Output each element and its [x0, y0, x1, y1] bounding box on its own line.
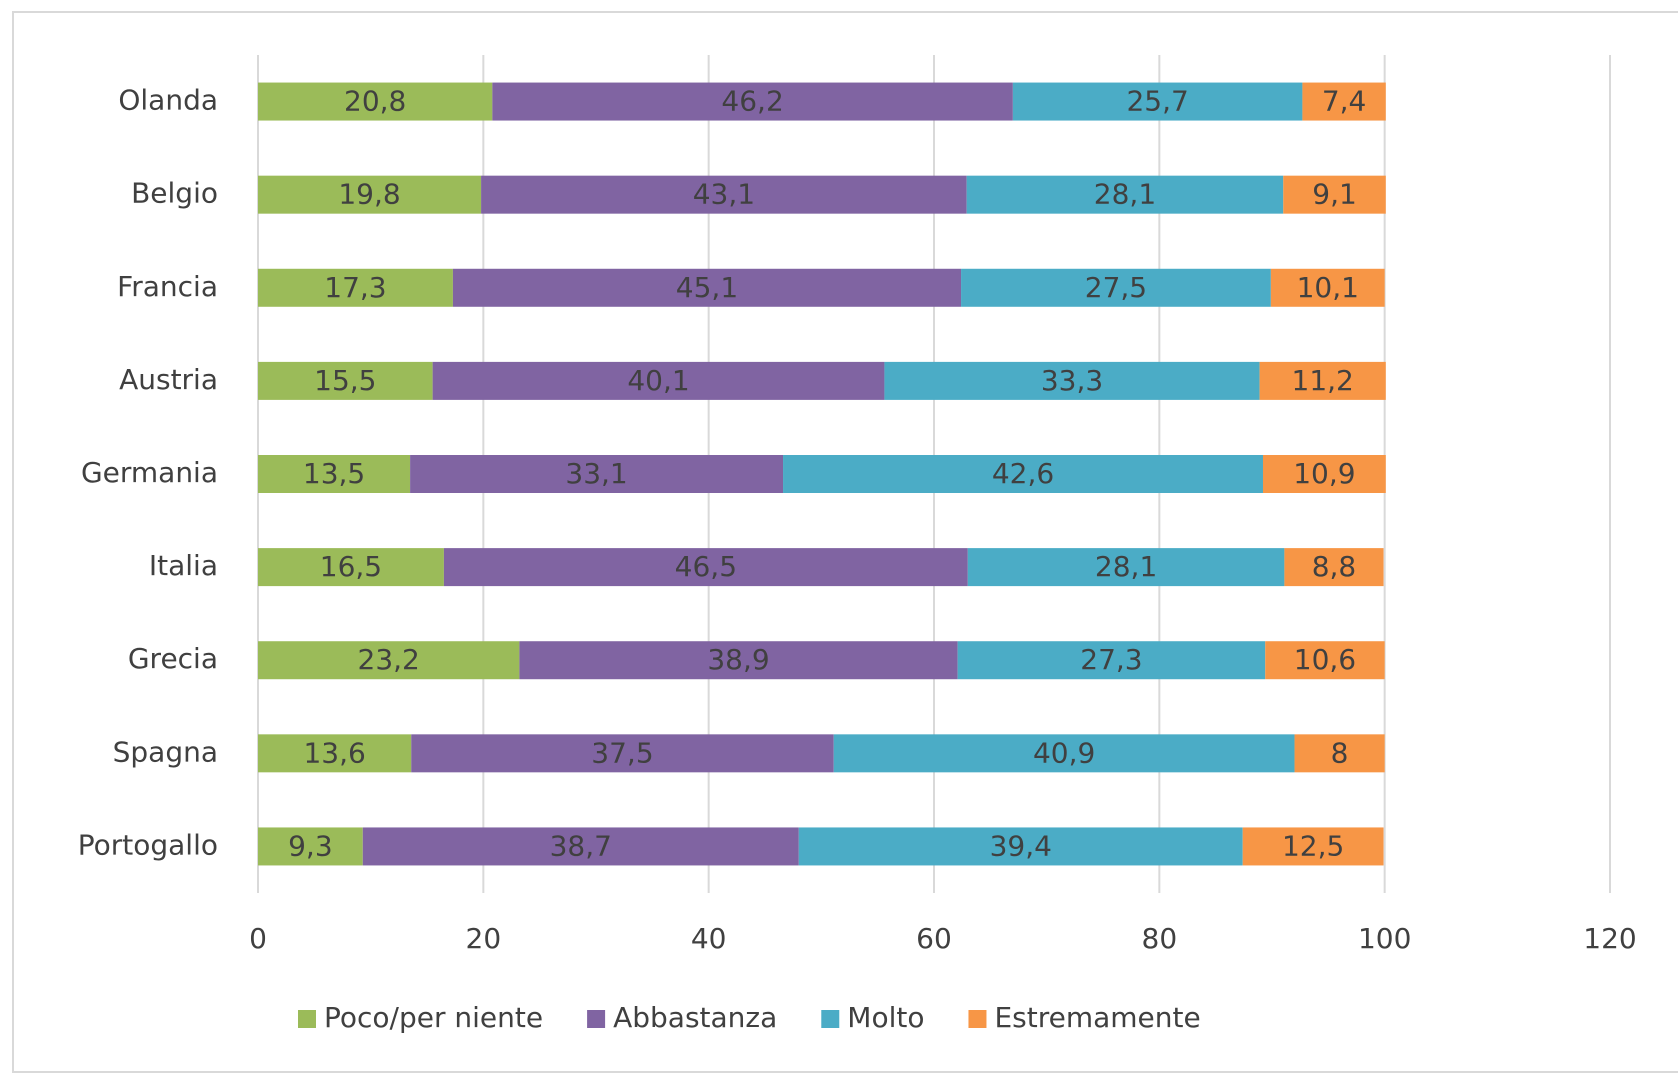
data-label: 38,9	[707, 643, 769, 676]
bar-segment	[1270, 268, 1385, 307]
bar-segment	[362, 827, 799, 866]
bar-segment	[452, 268, 962, 307]
data-label: 40,1	[627, 364, 689, 397]
data-label: 19,8	[338, 178, 400, 211]
y-tick-label: Germania	[81, 456, 218, 489]
data-label: 27,5	[1085, 271, 1147, 304]
data-label: 46,2	[721, 85, 783, 118]
data-label: 33,3	[1041, 364, 1103, 397]
data-label: 28,1	[1094, 178, 1156, 211]
bar-segment	[1265, 641, 1385, 680]
bar-segment	[961, 268, 1271, 307]
y-tick-label: Grecia	[128, 642, 218, 675]
y-tick-label: Spagna	[113, 735, 218, 768]
bar-segment	[258, 82, 493, 121]
data-label: 37,5	[591, 736, 653, 769]
bar-segment	[798, 827, 1243, 866]
data-label: 13,6	[303, 736, 365, 769]
data-label: 23,2	[358, 643, 420, 676]
x-tick-label: 100	[1358, 922, 1411, 955]
data-label: 8	[1331, 736, 1349, 769]
data-label: 13,5	[303, 457, 365, 490]
bar-segment	[783, 455, 1263, 493]
bar-segment	[258, 548, 444, 587]
bar-segment	[258, 641, 520, 680]
data-label: 45,1	[676, 271, 738, 304]
data-label: 9,3	[288, 829, 333, 862]
data-label: 39,4	[990, 829, 1052, 862]
bar-segment	[492, 82, 1013, 121]
data-label: 27,3	[1080, 643, 1142, 676]
bar-segment	[1302, 82, 1386, 121]
bar-segment	[258, 268, 453, 307]
x-tick-label: 40	[691, 922, 727, 955]
data-label: 8,8	[1312, 550, 1357, 583]
bar-segment	[1259, 361, 1386, 400]
x-tick-label: 0	[249, 922, 267, 955]
y-tick-label: Francia	[117, 270, 218, 303]
data-label: 42,6	[992, 457, 1054, 490]
bar-segment	[884, 361, 1260, 400]
legend-swatch	[587, 1010, 606, 1028]
data-label: 11,2	[1292, 364, 1354, 397]
data-label: 15,5	[314, 364, 376, 397]
bar-segment	[443, 548, 968, 587]
y-tick-label: Portogallo	[78, 828, 218, 861]
legend-swatch	[968, 1010, 987, 1028]
bar-segment	[833, 734, 1295, 773]
data-label: 28,1	[1095, 550, 1157, 583]
chart-frame	[12, 11, 1678, 1073]
data-label: 10,1	[1297, 271, 1359, 304]
x-tick-label: 20	[466, 922, 502, 955]
y-tick-label: Austria	[119, 363, 218, 396]
x-tick-label: 120	[1583, 922, 1636, 955]
bar-segment	[258, 734, 412, 773]
bar-segment	[1294, 734, 1385, 773]
data-label: 33,1	[565, 457, 627, 490]
bar-segment	[1262, 455, 1386, 493]
bar-segment	[411, 734, 834, 773]
bar-segment	[1242, 827, 1384, 866]
bar-segment	[258, 175, 482, 214]
bar-segment	[957, 641, 1266, 680]
x-tick-label: 60	[916, 922, 952, 955]
data-label: 10,9	[1293, 457, 1355, 490]
data-label: 12,5	[1282, 829, 1344, 862]
bar-segment	[481, 175, 967, 214]
legend-label: Abbastanza	[613, 1001, 777, 1034]
x-tick-label: 80	[1142, 922, 1178, 955]
data-label: 16,5	[320, 550, 382, 583]
legend-swatch	[821, 1010, 840, 1028]
bar-segment	[432, 361, 885, 400]
bar-segment	[967, 548, 1285, 587]
data-label: 25,7	[1126, 85, 1188, 118]
legend-swatch	[298, 1010, 316, 1028]
data-label: 20,8	[344, 85, 406, 118]
bar-segment	[1283, 175, 1386, 214]
legend-label: Molto	[847, 1001, 924, 1034]
data-label: 17,3	[324, 271, 386, 304]
y-tick-label: Italia	[149, 549, 218, 582]
y-tick-label: Olanda	[118, 84, 218, 117]
bar-segment	[1012, 82, 1303, 121]
data-label: 7,4	[1322, 85, 1367, 118]
data-label: 40,9	[1033, 736, 1095, 769]
data-label: 38,7	[550, 829, 612, 862]
data-label: 46,5	[675, 550, 737, 583]
y-tick-label: Belgio	[131, 177, 218, 210]
data-label: 10,6	[1294, 643, 1356, 676]
bar-segment	[258, 455, 411, 493]
data-label: 43,1	[693, 178, 755, 211]
bar-segment	[258, 827, 363, 866]
bar-segment	[1284, 548, 1384, 587]
legend-label: Poco/per niente	[324, 1001, 543, 1034]
legend-label: Estremamente	[994, 1001, 1200, 1034]
data-label: 9,1	[1312, 178, 1357, 211]
bar-segment	[966, 175, 1284, 214]
bar-segment	[258, 361, 433, 400]
bar-segment	[410, 455, 784, 493]
bar-segment	[519, 641, 958, 680]
